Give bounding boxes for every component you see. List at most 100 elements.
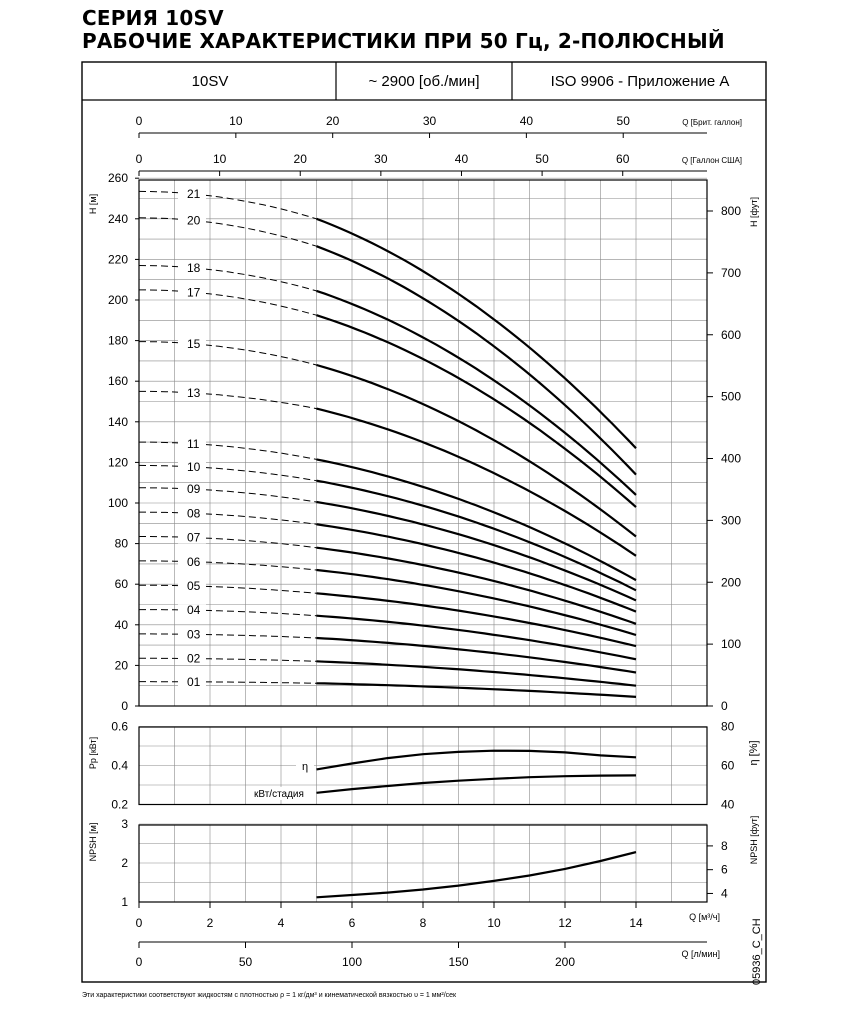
stage-label-03: 03 [187,627,201,641]
axis-imp-gal-tick-label: 10 [229,114,243,128]
power-curve-label: кВт/стадия [254,789,304,800]
stage-label-bg [178,652,206,665]
y2-tick-label: 200 [721,575,741,589]
y-tick-label: 260 [108,171,128,185]
head-curve-dashed-06 [139,560,317,571]
axis-lpm-tick-label: 50 [239,955,253,969]
head-curve-17 [316,314,637,508]
stage-label-bg [178,286,206,299]
stage-label-11: 11 [187,437,200,451]
eff-tick-label: 80 [721,720,735,734]
stage-label-07: 07 [187,531,201,545]
npsh-tick-label: 1 [121,895,128,909]
stage-label-09: 09 [187,482,201,496]
stage-label-bg [178,338,206,351]
npsh-ft-axis-label: NPSH [фут] [749,816,759,864]
head-curve-dashed-03 [139,633,317,639]
head-curve-dashed-01 [139,681,317,684]
eff-tick-label: 60 [721,759,735,773]
power-tick-label: 0.4 [111,759,128,773]
npsh-axis-label: NPSH [м] [88,823,98,862]
head-curve-07 [316,546,637,625]
axis-us-gal-tick-label: 20 [294,152,308,166]
x-tick-label: 8 [420,916,427,930]
stage-label-02: 02 [187,652,201,666]
axis-imp-gal-tick-label: 30 [423,114,437,128]
head-curve-05 [316,592,637,648]
y-tick-label: 180 [108,334,128,348]
axis-imp-gal-tick-label: 20 [326,114,340,128]
head-curve-dashed-09 [139,487,317,503]
stage-label-18: 18 [187,261,201,275]
y2-tick-label: 100 [721,637,741,651]
stage-label-bg [178,437,206,450]
x-tick-label: 4 [278,916,285,930]
head-curve-dashed-18 [138,265,317,292]
x-axis-label: Q [м³/ч] [689,912,720,922]
head-curve-15 [316,363,637,538]
axis-layer: 0 10 20 30 40 50 Q [Брит. галлон]0 10 20 30 40 50 60… [88,114,760,969]
power-tick-label: 0.6 [111,720,128,734]
head-curve-20 [316,245,637,476]
head-curve-dashed-15 [138,341,317,366]
head-curve-dashed-17 [139,289,317,316]
stage-label-bg [178,188,206,201]
axis-us-gal-tick-label: 10 [213,152,227,166]
y2-tick-label: 400 [721,452,741,466]
stage-label-bg [178,461,206,474]
head-curve-08 [316,523,637,613]
head-curve-13 [316,407,637,557]
stage-label-01: 01 [187,675,201,689]
head-curve-21 [316,217,637,449]
y-tick-label: 40 [115,618,129,632]
axis-us-gal-tick-label: 60 [616,152,630,166]
y2-tick-label: 0 [721,699,728,713]
y-tick-label: 140 [108,415,128,429]
npsh-tick-label: 2 [121,856,128,870]
stage-label-bg [178,483,206,496]
y-tick-label: 200 [108,293,128,307]
axis-us-gal-tick-label: 40 [455,152,469,166]
power-label-bg [252,787,310,800]
efficiency-curve [316,749,637,771]
y-tick-label: 80 [115,537,129,551]
npsh-tick-label: 3 [121,817,128,831]
y2-tick-label: 500 [721,390,741,404]
head-curve-01 [316,682,637,698]
x-tick-label: 14 [629,916,643,930]
head-curve-dashed-04 [139,609,317,617]
outer-frame [81,61,767,983]
head-curve-dashed-20 [138,217,317,247]
y2-axis-label: H [фут] [749,197,759,227]
drawing-code: 05936_C_CH [751,918,763,985]
x-tick-label: 2 [207,916,214,930]
head-curve-11 [316,458,637,582]
stage-label-13: 13 [187,386,201,400]
axis-imp-gal-tick-label: 50 [617,114,631,128]
stage-label-bg [178,262,206,275]
stage-label-bg [178,214,206,227]
head-curve-06 [316,568,637,637]
axis-lpm-tick-label: 200 [555,955,575,969]
stage-label-21: 21 [187,187,201,201]
x-tick-label: 6 [349,916,356,930]
y-tick-label: 120 [108,455,128,469]
stage-label-bg [178,507,206,520]
power-curve [316,774,637,794]
axis-us-gal-tick-label: 0 [136,152,143,166]
npsh-ft-tick-label: 4 [721,886,728,900]
y2-tick-label: 600 [721,328,741,342]
head-curve-dashed-02 [139,657,317,662]
stage-label-bg [178,531,206,544]
y-axis-label: H [м] [88,194,98,214]
page-title: СЕРИЯ 10SV [82,6,224,30]
panel-border [138,726,708,806]
head-curve-dashed-21 [138,190,317,220]
axis-lpm-tick-label: 150 [448,955,468,969]
y-tick-label: 60 [115,577,129,591]
head-curve-dashed-11 [139,441,317,460]
y-tick-label: 220 [108,252,128,266]
stage-label-bg [178,555,206,568]
y-tick-label: 100 [108,496,128,510]
